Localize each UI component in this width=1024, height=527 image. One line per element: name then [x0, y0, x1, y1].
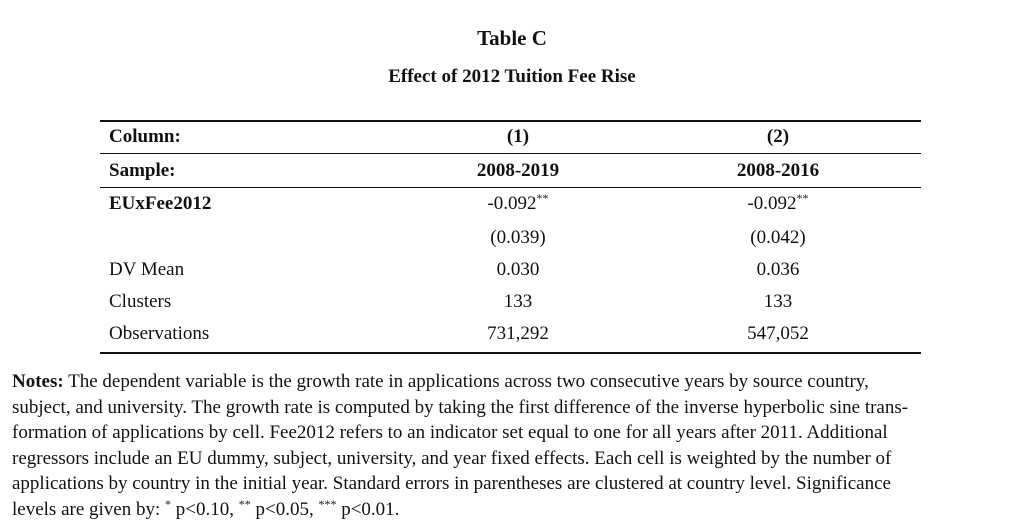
coef-value-1: -0.092	[487, 193, 537, 214]
row-label-dv-mean: DV Mean	[109, 259, 185, 280]
notes-significance-text: levels are given by:	[12, 498, 166, 520]
header-row-sample: Sample: 2008-2019 2008-2016	[100, 155, 921, 187]
notes-line: regressors include an EU dummy, subject,…	[12, 447, 892, 469]
coef-sig-1: **	[536, 191, 549, 205]
table-row-dv-mean: DV Mean 0.030 0.036	[100, 254, 921, 286]
header-row-column: Column: (1) (2)	[100, 121, 921, 153]
table-bottom-rule	[100, 352, 921, 354]
table-row-observations: Observations 731,292 547,052	[100, 318, 921, 350]
observations-value-1: 731,292	[487, 323, 549, 344]
header-sample-label: Sample:	[109, 160, 176, 181]
table-top-rule	[100, 120, 921, 122]
notes-significance-text: p<0.01.	[336, 498, 400, 520]
sig-marker-three-star: ***	[318, 496, 337, 511]
coef-cell-1: -0.092**	[418, 188, 618, 220]
notes-text: The dependent variable is the growth rat…	[63, 371, 869, 392]
header-divider-rule	[100, 153, 921, 154]
notes-line: subject, and university. The growth rate…	[12, 396, 909, 418]
observations-value-2: 547,052	[747, 323, 809, 344]
table-title: Table C	[477, 26, 547, 50]
header-sample-1: 2008-2019	[476, 160, 560, 181]
row-label-observations: Observations	[109, 323, 210, 344]
table-subtitle: Effect of 2012 Tuition Fee Rise	[388, 66, 636, 87]
table-notes: Notes: The dependent variable is the gro…	[12, 369, 1012, 522]
se-value-2: (0.042)	[750, 227, 806, 248]
notes-line: Notes: The dependent variable is the gro…	[12, 369, 1012, 395]
dv-mean-value-1: 0.030	[496, 259, 540, 280]
table-row-clusters: Clusters 133 133	[100, 286, 921, 318]
notes-significance-text: p<0.10,	[171, 498, 239, 520]
table-row-standard-error: (0.039) (0.042)	[100, 222, 921, 254]
sig-marker-one-star: *	[165, 496, 172, 511]
dv-mean-value-2: 0.036	[756, 259, 800, 280]
row-label-euxfee2012: EUxFee2012	[109, 193, 212, 214]
clusters-value-2: 133	[763, 291, 793, 312]
header-column-2: (2)	[766, 126, 790, 147]
notes-significance-line: levels are given by: * p<0.10, ** p<0.05…	[12, 497, 1012, 523]
clusters-value-1: 133	[503, 291, 533, 312]
table-row-coefficient: EUxFee2012 -0.092** -0.092**	[100, 188, 921, 220]
body-top-rule	[100, 187, 921, 188]
se-value-1: (0.039)	[490, 227, 546, 248]
sig-marker-two-star: **	[238, 496, 251, 511]
header-sample-2: 2008-2016	[736, 160, 820, 181]
coef-cell-2: -0.092**	[678, 188, 878, 220]
notes-label: Notes:	[12, 371, 64, 392]
row-label-clusters: Clusters	[109, 291, 172, 312]
notes-line: formation of applications by cell. Fee20…	[12, 422, 888, 443]
header-column-1: (1)	[506, 126, 530, 147]
coef-value-2: -0.092	[747, 193, 797, 214]
notes-significance-text: p<0.05,	[250, 498, 319, 520]
notes-line: applications by country in the initial y…	[12, 473, 891, 494]
header-column-label: Column:	[109, 126, 181, 147]
coef-sig-2: **	[796, 191, 809, 205]
